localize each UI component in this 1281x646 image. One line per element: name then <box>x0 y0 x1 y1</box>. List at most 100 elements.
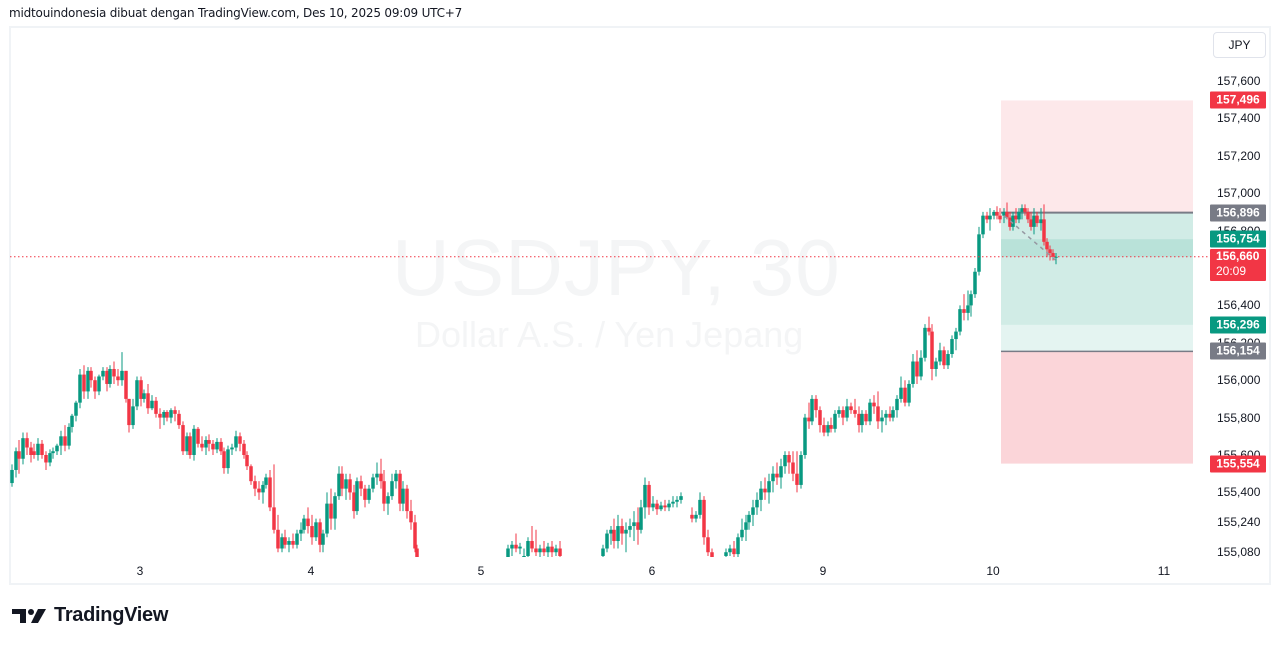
time-axis-label: 11 <box>1157 564 1171 578</box>
lower-zone <box>1001 351 1193 464</box>
candle-body <box>1035 215 1039 224</box>
candle-body <box>89 370 93 381</box>
candle-body <box>601 548 605 556</box>
candle-body <box>55 445 59 452</box>
price-tag-value: 156,660 <box>1216 248 1260 263</box>
candle-body <box>930 331 934 369</box>
candle-body <box>849 406 853 411</box>
candle-body <box>314 522 318 538</box>
candle-body <box>25 438 29 448</box>
candle-body <box>954 331 958 340</box>
candle-body <box>1029 219 1033 227</box>
symbol-watermark: USDJPY, 30 <box>392 223 841 312</box>
candle-body <box>200 443 204 448</box>
candle-body <box>927 327 931 332</box>
candle-body <box>204 440 208 448</box>
candle-body <box>639 507 643 530</box>
candle-body <box>526 541 530 556</box>
tradingview-logo-icon <box>12 608 46 623</box>
candle-body <box>359 481 363 489</box>
tradingview-logo[interactable]: TradingView <box>12 604 168 627</box>
candle-body <box>181 425 185 452</box>
candle-body <box>702 499 706 538</box>
candle-body <box>63 436 67 446</box>
candle-body <box>655 503 659 510</box>
candle-body <box>728 548 732 553</box>
candle-body <box>337 473 341 497</box>
chart-caption: midtouindonesia dibuat dengan TradingVie… <box>9 6 463 20</box>
candle-body <box>538 548 542 553</box>
price-axis-label: 155,080 <box>1217 545 1261 560</box>
candle-body <box>352 492 356 512</box>
candle-body <box>810 398 814 422</box>
candle-body <box>264 477 268 485</box>
candle-body <box>698 499 702 515</box>
candle-body <box>724 552 728 556</box>
candle-body <box>108 368 112 384</box>
candle-body <box>995 211 999 216</box>
candle-body <box>325 503 329 534</box>
candle-body <box>363 488 367 500</box>
candle-body <box>51 451 55 454</box>
candle-body <box>771 473 775 482</box>
candle-body <box>272 507 276 530</box>
candle-body <box>215 441 219 450</box>
candle-body <box>1014 215 1018 220</box>
candle-body <box>985 215 989 220</box>
candle-body <box>398 473 402 504</box>
candle-body <box>348 479 352 493</box>
candle-body <box>747 514 751 523</box>
candle-body <box>17 451 21 459</box>
candle-body <box>510 544 514 549</box>
candle-body <box>105 370 109 384</box>
candle-body <box>868 402 872 422</box>
candle-body <box>139 380 143 399</box>
candle-body <box>207 440 211 444</box>
candle-body <box>302 518 306 530</box>
candle-body <box>632 522 636 527</box>
candle-body <box>554 548 558 553</box>
candle-body <box>969 294 973 306</box>
candle-body <box>1039 219 1043 224</box>
candle-body <box>710 552 714 557</box>
candle-body <box>988 215 992 220</box>
candle-body <box>344 479 348 489</box>
price-tag: 156,754 <box>1210 230 1266 248</box>
candle-body <box>530 541 534 549</box>
candle-body <box>966 305 970 313</box>
candle-body <box>67 426 71 446</box>
candle-body <box>97 376 101 392</box>
candle-body <box>903 387 907 403</box>
candle-body <box>230 447 234 450</box>
candle-body <box>876 406 880 422</box>
candle-body <box>74 402 78 416</box>
candle-body <box>1051 253 1055 257</box>
open-pnl-zone <box>1001 239 1193 257</box>
candle-body <box>934 361 938 369</box>
candle-body <box>1017 211 1021 220</box>
candle-body <box>667 503 671 508</box>
candle-body <box>1023 208 1027 212</box>
candle-body <box>188 436 192 455</box>
candle-body <box>872 402 876 407</box>
candle-body <box>763 488 767 493</box>
candle-body <box>628 526 632 530</box>
candle-body <box>973 271 977 295</box>
candle-body <box>135 380 139 407</box>
candle-body <box>946 354 950 366</box>
candle-body <box>751 507 755 515</box>
candle-body <box>101 370 105 377</box>
candle-body <box>268 477 272 508</box>
candle-body <box>169 410 173 418</box>
price-axis-label: 157,600 <box>1217 74 1261 88</box>
candle-body <box>775 473 779 478</box>
candle-body <box>32 451 36 455</box>
candle-body <box>299 529 303 534</box>
candle-body <box>1054 256 1058 258</box>
candle-body <box>636 522 640 530</box>
candle-body <box>950 339 954 355</box>
candle-body <box>958 309 962 332</box>
candle-body <box>78 374 82 403</box>
currency-button[interactable]: JPY <box>1213 32 1266 58</box>
